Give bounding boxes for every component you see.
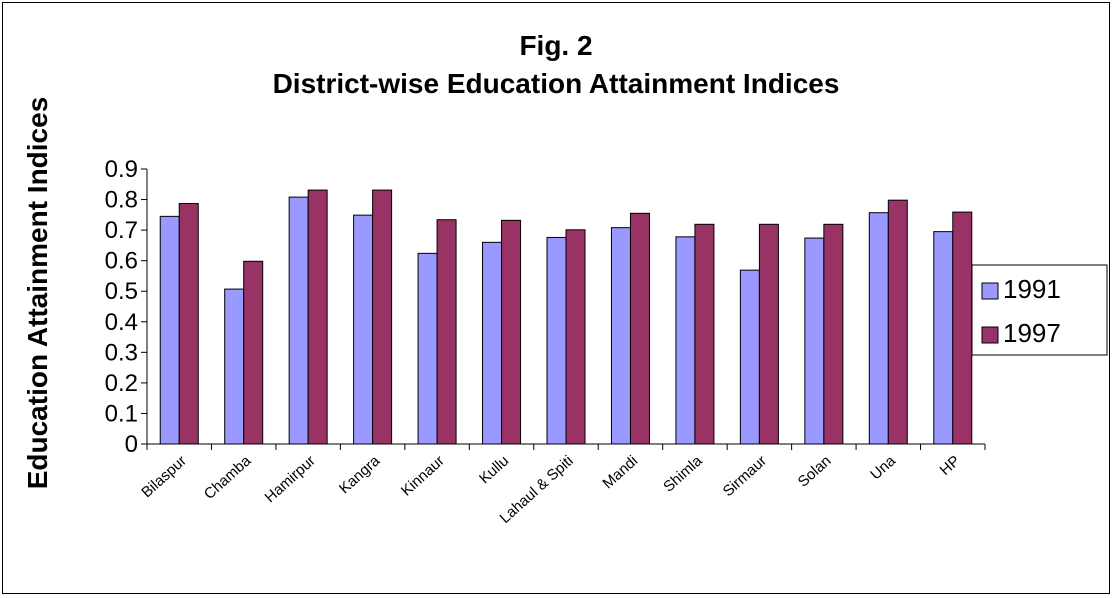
chart-title-line2: District-wise Education Attainment Indic…: [273, 68, 840, 99]
bar-1997-shimla: [694, 223, 715, 445]
bars-group: [159, 189, 973, 445]
bar-1997-hp: [952, 211, 973, 445]
x-tick-label: Shimla: [660, 452, 706, 496]
y-tick-label: 0.3: [105, 339, 138, 366]
x-tick-label: Kullu: [476, 452, 512, 487]
x-tick-label: Chamba: [201, 452, 255, 503]
bar-1991-mandi: [610, 227, 631, 445]
bar-1991-kangra: [353, 214, 374, 445]
y-tick-label: 0.2: [105, 370, 138, 397]
x-tick-label: Mandi: [599, 452, 641, 492]
y-tick-label: 0.9: [105, 156, 138, 183]
legend-swatch-1991: [981, 282, 999, 300]
bar-1991-solan: [804, 237, 825, 445]
bar-1991-una: [868, 212, 889, 445]
legend-swatch-1997: [981, 326, 999, 344]
x-tick-label: Kinnaur: [398, 452, 448, 499]
bar-1997-solan: [823, 223, 844, 445]
y-tick-label: 0.6: [105, 248, 138, 275]
axes-group: [146, 169, 985, 445]
bar-1991-lahaul-spiti: [546, 236, 567, 445]
bar-1997-sirmaur: [758, 223, 779, 445]
bar-1991-chamba: [224, 288, 245, 445]
y-tick-label: 0.7: [105, 217, 138, 244]
bar-1997-lahaul-spiti: [565, 229, 586, 445]
legend-label-1991: 1991: [1003, 274, 1061, 304]
x-tick-label: Solan: [795, 452, 835, 490]
bar-1991-hp: [933, 231, 954, 445]
legend-box: [971, 264, 1108, 356]
bar-1991-hamirpur: [288, 196, 309, 445]
bar-1991-shimla: [675, 236, 696, 445]
bar-1997-hamirpur: [307, 189, 328, 445]
bar-1997-kinnaur: [436, 219, 457, 445]
bar-1991-kinnaur: [417, 252, 438, 445]
x-tick-label: Una: [867, 452, 899, 483]
chart-title-line1: Fig. 2: [519, 30, 592, 61]
bar-1997-una: [887, 199, 908, 445]
y-tick-label: 0: [125, 431, 138, 458]
x-tick-label: Hamirpur: [262, 452, 319, 506]
bar-1997-kangra: [372, 189, 393, 445]
bar-1997-chamba: [243, 260, 264, 445]
y-ticks-group: 0 0.1 0.2 0.3 0.4 0.5 0.6 0.7 0.8 0.9: [105, 156, 147, 458]
bar-1997-mandi: [629, 212, 650, 445]
y-tick-label: 0.8: [105, 187, 138, 214]
x-tick-label: Sirmaur: [720, 452, 770, 500]
x-tick-label: HP: [937, 452, 964, 479]
y-tick-label: 0.1: [105, 400, 138, 427]
y-tick-label: 0.4: [105, 309, 138, 336]
x-tick-label: Kangra: [336, 452, 384, 497]
x-tick-label: Bilaspur: [138, 452, 190, 501]
bar-1997-kullu: [501, 219, 522, 445]
bar-1991-sirmaur: [739, 269, 760, 445]
legend: 1991 1997: [971, 264, 1108, 356]
y-axis-label: Education Attainment Indices: [22, 97, 53, 490]
x-ticks-group: Bilaspur Chamba Hamirpur Kangra Kinnaur Kullu…: [138, 444, 986, 527]
bar-1991-kullu: [482, 241, 503, 445]
bar-1991-bilaspur: [159, 215, 180, 445]
y-tick-label: 0.5: [105, 278, 138, 305]
legend-label-1997: 1997: [1003, 318, 1061, 348]
bar-1997-bilaspur: [178, 203, 199, 445]
